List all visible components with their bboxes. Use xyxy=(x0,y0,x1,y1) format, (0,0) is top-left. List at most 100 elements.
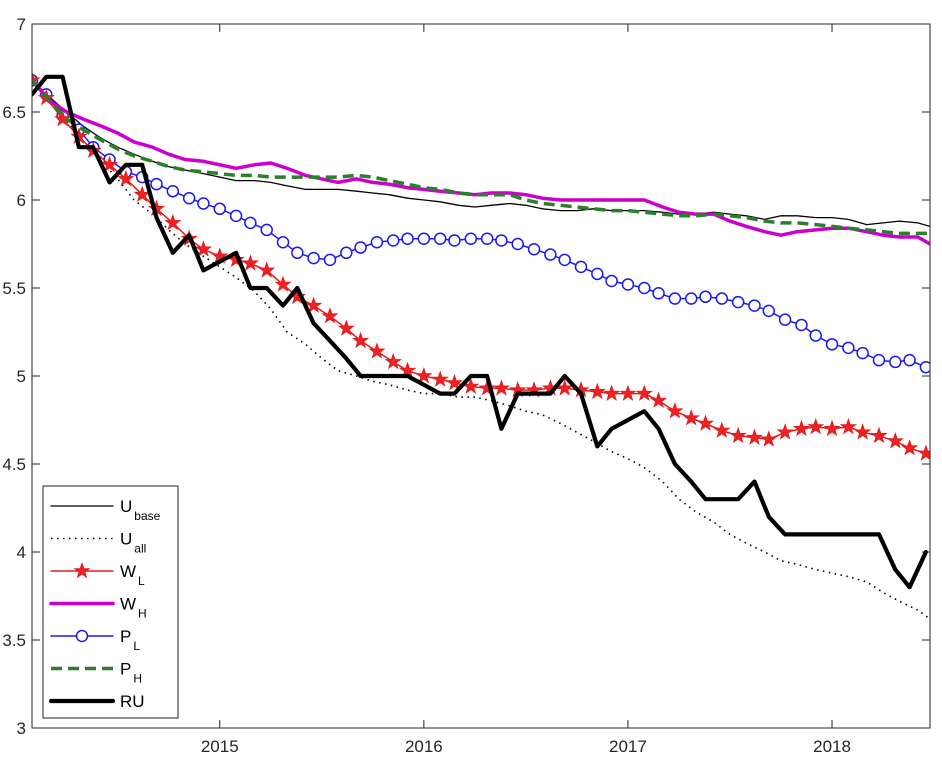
series-p-l-point xyxy=(699,290,712,304)
series-p-l-point xyxy=(323,253,337,267)
series-p-l-point xyxy=(291,246,304,260)
y-tick-label: 6.5 xyxy=(2,103,26,122)
series-p-h-line xyxy=(32,79,930,236)
series-w-l-point xyxy=(619,384,637,401)
series-w-l-point xyxy=(368,342,386,359)
series-w-l-point xyxy=(745,428,764,445)
series-w-l-point xyxy=(478,379,496,396)
series-w-l-point xyxy=(117,169,135,187)
series-p-l-point xyxy=(558,253,571,267)
series-w-l-point xyxy=(258,261,276,278)
series-p-l-point xyxy=(715,292,729,305)
series-p-l-point xyxy=(433,232,447,245)
series-p-l-point xyxy=(166,184,180,198)
y-tick-label: 5.5 xyxy=(2,279,26,298)
series-w-l-point xyxy=(588,382,606,400)
series-p-l-point xyxy=(795,318,808,332)
series-w-l-point xyxy=(713,421,731,438)
series-p-l-line xyxy=(32,79,927,368)
series-p-l-point xyxy=(731,295,745,309)
legend-label-main: U xyxy=(120,497,132,516)
series-p-l-point xyxy=(480,232,494,245)
series-p-l-point xyxy=(748,299,761,312)
series-w-l-point xyxy=(164,213,182,231)
legend-label-main: P xyxy=(120,627,131,646)
series-p-l-point xyxy=(762,304,776,318)
legend-label-subscript: H xyxy=(138,607,147,621)
series-p-l-point xyxy=(307,251,320,265)
x-tick-label: 2018 xyxy=(813,737,851,756)
series-p-l-point xyxy=(417,232,431,245)
legend-label-main: P xyxy=(120,660,131,679)
series-p-l-point xyxy=(856,346,869,360)
series-p-l-point xyxy=(511,237,524,251)
series-p-h xyxy=(32,79,930,236)
series-w-l-point xyxy=(792,419,811,437)
series-w-l-point xyxy=(241,254,259,271)
series-w-l-point xyxy=(384,352,402,370)
series-w-l-point xyxy=(337,319,355,336)
series-w-l-point xyxy=(776,423,794,440)
series-p-l-point xyxy=(825,338,839,351)
series-w-l-point xyxy=(870,426,888,444)
series-p-l-point xyxy=(386,234,400,247)
series-p-l-point xyxy=(527,243,541,256)
series-w-l-point xyxy=(666,402,684,419)
y-tick-label: 3 xyxy=(17,719,26,738)
series-p-l-point xyxy=(591,267,604,281)
series-p-l-point xyxy=(495,234,508,247)
legend-label-main: RU xyxy=(120,692,145,711)
series-w-l-point xyxy=(352,331,370,349)
series-p-l-point xyxy=(638,281,651,295)
x-tick-label: 2015 xyxy=(201,737,239,756)
series-p-l-point xyxy=(244,216,257,230)
series-w-l-point xyxy=(901,439,919,456)
series-p-l-point xyxy=(229,209,243,223)
series-p-l-point xyxy=(652,287,665,300)
legend-label-subscript: H xyxy=(133,672,142,686)
series-w-l-point xyxy=(431,370,449,387)
series-w-l-point xyxy=(839,417,857,435)
legend-label-subscript: base xyxy=(134,509,160,523)
y-tick-label: 5 xyxy=(17,367,26,386)
y-tick-label: 6 xyxy=(17,191,26,210)
legend-item-w-l-marker xyxy=(73,561,91,579)
series-w-l-point xyxy=(100,155,119,173)
series-p-l-point xyxy=(919,360,930,374)
series-p-l-point xyxy=(354,241,367,254)
legend-label-main: W xyxy=(120,595,136,614)
series-p-l-point xyxy=(401,232,414,245)
series-w-l-point xyxy=(760,430,778,447)
series-layer xyxy=(32,71,930,620)
series-p-l-point xyxy=(213,202,227,216)
axes-layer: 3 3.5 4 4.5 5 5.5 6 6.5 7 2015 2016 2017 2018 xyxy=(2,15,931,756)
series-w-l-point xyxy=(823,419,841,437)
series-p-l-point xyxy=(872,353,886,367)
series-w-l-point xyxy=(682,409,700,426)
series-p-l-point xyxy=(842,341,855,355)
series-w-l-point xyxy=(492,379,510,396)
series-p-l xyxy=(32,74,930,374)
series-w-l-point xyxy=(445,373,464,391)
series-p-l-point xyxy=(182,191,196,205)
series-w-l-point xyxy=(603,384,621,401)
series-ru xyxy=(32,74,928,590)
series-w-l-point xyxy=(415,366,433,384)
legend-item-ru: RU xyxy=(48,692,145,711)
legend-item-ru-label: RU xyxy=(120,692,145,711)
y-tick-label: 7 xyxy=(17,15,26,34)
series-w-l-point xyxy=(649,391,668,408)
series-w-l-line xyxy=(32,79,927,455)
series-w-l-point xyxy=(696,414,715,431)
series-p-l-point xyxy=(684,292,698,305)
